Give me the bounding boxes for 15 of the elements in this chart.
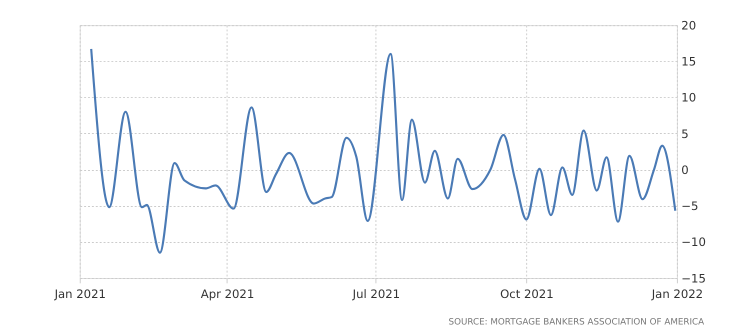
x-tick-label: Apr 2021 [200,286,254,301]
x-tick-label: Oct 2021 [500,286,554,301]
y-tick-label: 15 [681,54,696,69]
y-tick-label: −10 [681,235,706,250]
x-tick-label: Jan 2022 [650,286,704,301]
x-tick-label: Jan 2021 [54,286,106,301]
x-tick-label: Jul 2021 [352,286,400,301]
y-tick-label: 20 [681,18,696,32]
y-tick-label: −15 [681,271,706,286]
source-note: SOURCE: MORTGAGE BANKERS ASSOCIATION OF AMERICA [448,318,704,328]
y-tick-label: 5 [681,126,689,141]
y-tick-label: 0 [681,162,689,177]
line-series [90,48,676,254]
y-tick-label: −5 [681,199,698,214]
y-tick-label: 10 [681,90,696,105]
